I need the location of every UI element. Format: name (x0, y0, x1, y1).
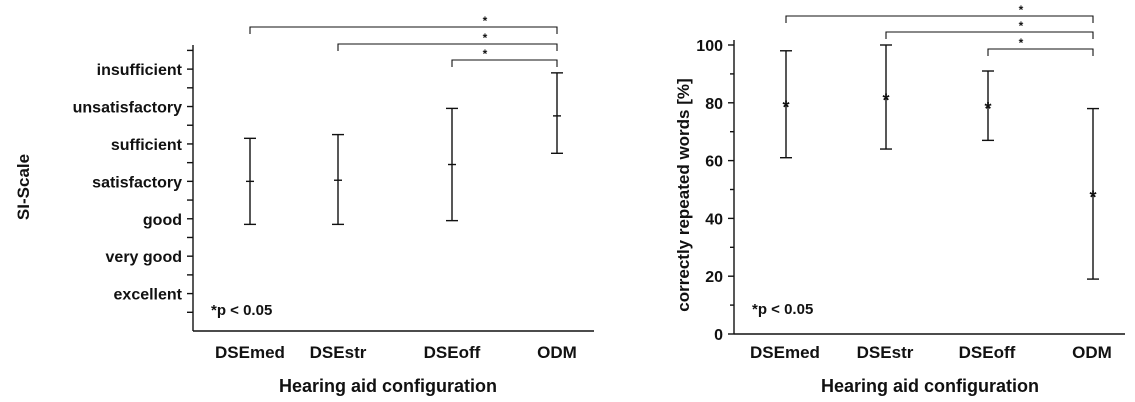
y-tick-label: 0 (714, 327, 723, 344)
data-point-marker: * (782, 98, 789, 118)
significance-star: * (1019, 36, 1024, 50)
significance-bracket (987, 48, 1094, 56)
significance-star: * (483, 14, 488, 28)
y-tick-label: sufficient (111, 137, 183, 154)
data-point-marker: * (984, 99, 991, 119)
significance-star: * (1019, 3, 1024, 17)
y-tick-label: 100 (696, 38, 723, 55)
y-tick-label: excellent (114, 287, 183, 304)
data-point-marker: * (882, 90, 889, 110)
y-tick-label: 80 (705, 96, 723, 113)
significance-bracket (249, 26, 558, 34)
y-tick-label: very good (106, 249, 182, 266)
y-tick-label: unsatisfactory (73, 100, 182, 117)
x-axis-title: Hearing aid configuration (821, 376, 1039, 396)
significance-bracket (785, 15, 1094, 23)
y-tick-label: good (143, 212, 182, 229)
data-point-marker: * (1089, 187, 1096, 207)
significance-note: *p < 0.05 (211, 302, 272, 319)
y-tick-label: 60 (705, 154, 723, 171)
x-tick-label: DSEoff (959, 343, 1016, 362)
significance-note: *p < 0.05 (752, 301, 813, 318)
significance-bracket (337, 43, 558, 51)
y-tick-label: insufficient (97, 62, 183, 79)
significance-star: * (483, 47, 488, 61)
significance-bracket (885, 31, 1094, 39)
significance-star: * (483, 31, 488, 45)
significance-bracket (451, 59, 558, 67)
significance-star: * (1019, 19, 1024, 33)
x-tick-label: DSEstr (310, 343, 367, 362)
y-tick-label: 20 (705, 269, 723, 286)
x-tick-label: DSEstr (857, 343, 914, 362)
si-scale-chart: excellent very good good satisfactory suffic… (14, 14, 594, 396)
word-recognition-chart: 0 20 40 60 80 100 correctly repeated words [%]… (674, 3, 1125, 396)
x-tick-label: ODM (1072, 343, 1112, 362)
y-tick-label: 40 (705, 211, 723, 228)
y-axis-title: SI-Scale (14, 154, 33, 220)
x-tick-label: DSEoff (424, 343, 481, 362)
x-tick-label: DSEmed (215, 343, 285, 362)
x-tick-label: ODM (537, 343, 577, 362)
y-axis-title: correctly repeated words [%] (674, 78, 693, 311)
y-tick-label: satisfactory (92, 174, 182, 191)
x-tick-label: DSEmed (750, 343, 820, 362)
x-axis-title: Hearing aid configuration (279, 376, 497, 396)
